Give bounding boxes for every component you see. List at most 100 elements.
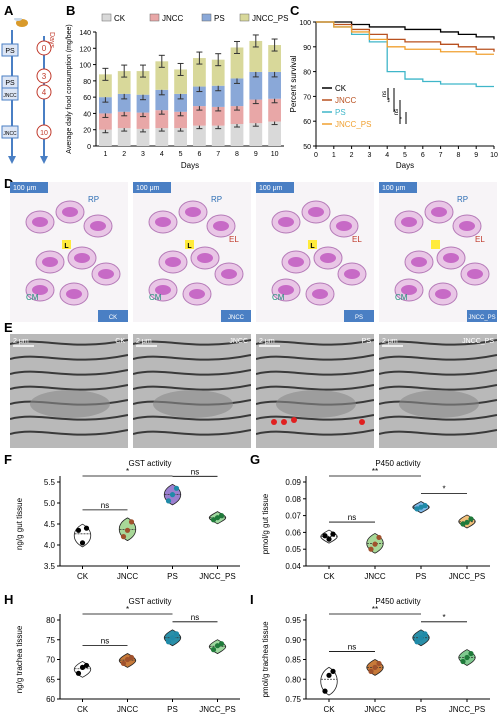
membrane-fold (256, 414, 374, 421)
data-point (468, 650, 474, 657)
y-axis-title: pmol/g gut tissue (261, 493, 270, 554)
lumen-label: L (310, 243, 315, 250)
bar-ck (249, 123, 263, 146)
scale-bar-box (379, 182, 417, 193)
y-tick-label: 80 (83, 79, 91, 86)
lumen-marker (308, 240, 317, 249)
lumen-label: L (64, 243, 69, 250)
data-point (460, 658, 466, 665)
bar-ck (230, 124, 244, 146)
scale-bar-label: 2 μm (13, 338, 29, 345)
panel-label-b: B (66, 3, 76, 18)
panel-h-violin: GST activity 60 65 70 75 80 ng/g trachea tissu… (15, 597, 240, 714)
y-tick-label: 80 (46, 616, 55, 625)
tag-ps-1: PS (1, 43, 19, 57)
significance-label: ns (101, 637, 109, 646)
significance-label: * (400, 116, 406, 119)
data-point (165, 639, 172, 645)
x-tick-label: 0 (314, 152, 318, 159)
tem-tile-jncc: 2 μm JNCC (133, 334, 251, 448)
bar-jncc (136, 112, 150, 129)
epithelium (42, 257, 58, 267)
epithelium (189, 289, 205, 299)
data-point (414, 506, 420, 512)
x-tick-label: 8 (235, 151, 239, 158)
bar-ps (211, 85, 225, 107)
y-tick-label: 0.07 (285, 512, 301, 521)
significance-label: ns (348, 642, 356, 651)
legend-swatch-jncc_ps (239, 13, 250, 22)
x-tick-label: JNCC_PS (199, 705, 235, 714)
group-tag-box (221, 310, 251, 322)
x-tick-label: 7 (439, 152, 443, 159)
bar-ck (99, 129, 112, 146)
data-point (75, 527, 82, 533)
bar-ck (117, 128, 131, 146)
bar-jncc_ps (99, 74, 112, 98)
structure-label-cm: CM (149, 293, 162, 302)
x-tick-label: PS (416, 572, 427, 581)
particle-marker (271, 419, 277, 425)
y-tick-label: 60 (46, 695, 55, 704)
data-point (214, 515, 221, 521)
group-tag-label: JNCC (228, 315, 245, 321)
data-point (372, 541, 378, 547)
structure-label-cm: CM (272, 293, 285, 302)
x-tick-label: PS (167, 572, 178, 581)
x-tick-label: CK (77, 705, 89, 714)
membrane-fold (133, 384, 251, 391)
legend-label-jncc_ps: JNCC_PS (335, 120, 371, 129)
epithelium (32, 217, 48, 227)
histology-tile-jncc: L 100 μm JNCC EL CM RP (133, 182, 251, 322)
data-point (330, 668, 336, 674)
x-tick-label: 5 (179, 151, 183, 158)
svg-text:PS: PS (5, 80, 15, 87)
data-point (79, 540, 86, 546)
x-tick-label: PS (167, 705, 178, 714)
x-tick-label: CK (323, 705, 335, 714)
data-point (173, 631, 180, 637)
tag-jncc-2: JNCC (1, 125, 19, 139)
bar-jncc_ps (211, 59, 225, 86)
epithelium (155, 217, 171, 227)
epithelium (74, 253, 90, 263)
significance-label: * (126, 467, 129, 476)
epithelium (336, 221, 352, 231)
bar-jncc (268, 98, 281, 122)
significance-label: ns (101, 501, 109, 510)
scale-bar-label: 100 μm (382, 185, 406, 192)
y-tick-label: 4.0 (44, 541, 56, 550)
data-point (326, 672, 332, 678)
membrane-fold (379, 354, 497, 361)
y-tick-label: 75 (46, 636, 55, 645)
legend-label-jncc: JNCC (335, 96, 357, 105)
significance-label: ns (191, 613, 199, 622)
scale-bar-label: 100 μm (136, 185, 160, 192)
data-point (322, 688, 328, 694)
x-tick-label: JNCC (117, 705, 139, 714)
significance-label: * (442, 613, 445, 622)
legend-label-ck: CK (114, 14, 126, 23)
epithelium (98, 269, 114, 279)
bar-jncc_ps (230, 47, 244, 79)
legend-label-jncc: JNCC (162, 14, 184, 23)
x-axis-title: Days (396, 161, 414, 170)
y-tick-label: 0.95 (285, 616, 301, 625)
panel-b-bar-chart: 0 20 40 60 80 100 120 140 1 2 3 4 5 6 7 8 9 10 Days Average… (66, 13, 288, 170)
group-label: CK (115, 338, 125, 345)
bar-ck (193, 125, 206, 146)
lumen-marker (185, 240, 194, 249)
group-tag-label: CK (109, 315, 117, 321)
y-tick-label: 5.5 (44, 478, 56, 487)
epithelium (435, 289, 451, 299)
particle-marker (291, 417, 297, 423)
data-point (464, 519, 470, 525)
scale-bar-box (256, 182, 294, 193)
tissue-region (30, 390, 110, 418)
day-node-10: 10 (36, 124, 52, 140)
x-tick-label: JNCC_PS (449, 572, 485, 581)
epithelium (443, 253, 459, 263)
scale-bar-box (10, 182, 48, 193)
legend-swatch-ps (201, 13, 212, 22)
bar-jncc_ps (193, 58, 206, 87)
